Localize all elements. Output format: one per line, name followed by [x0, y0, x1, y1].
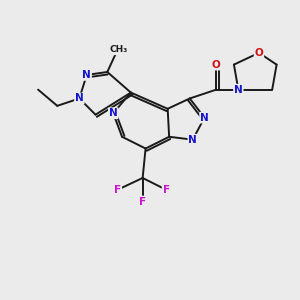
Text: N: N: [234, 85, 243, 94]
Text: O: O: [212, 60, 220, 70]
Text: N: N: [82, 70, 91, 80]
Text: N: N: [109, 108, 118, 118]
Text: N: N: [188, 135, 197, 145]
Text: N: N: [75, 94, 84, 103]
Text: F: F: [114, 185, 121, 195]
Text: F: F: [163, 185, 170, 195]
Text: CH₃: CH₃: [110, 45, 128, 54]
Text: N: N: [200, 112, 209, 123]
Text: O: O: [255, 48, 263, 58]
Text: F: F: [139, 196, 146, 206]
